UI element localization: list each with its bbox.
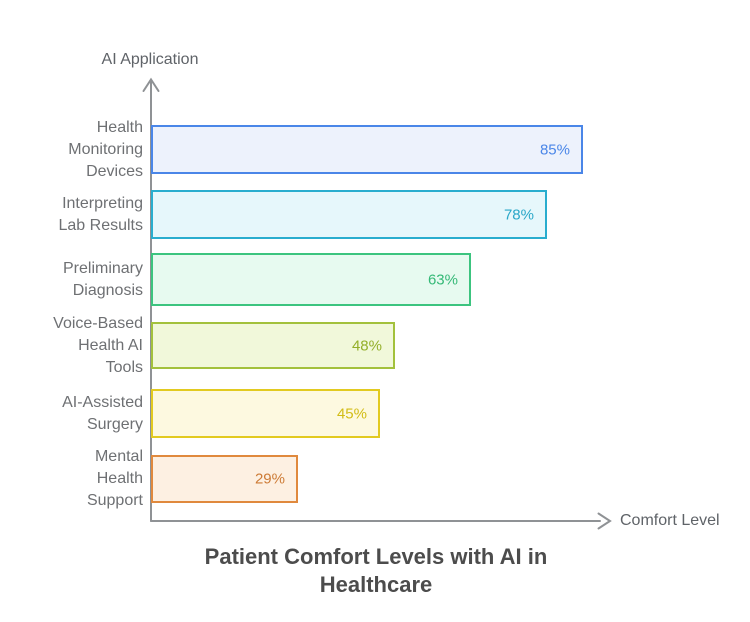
bar-row: Interpreting Lab Results 78% bbox=[0, 190, 750, 239]
bar[interactable]: 48% bbox=[151, 322, 395, 369]
bar[interactable]: 85% bbox=[151, 125, 583, 174]
bar[interactable]: 45% bbox=[151, 389, 380, 438]
bar-category-label: Mental Health Support bbox=[86, 448, 143, 509]
bar-value-label: 29% bbox=[254, 470, 285, 488]
bar-row: AI-Assisted Surgery 45% bbox=[0, 389, 750, 438]
bar-value-label: 63% bbox=[427, 271, 458, 288]
bar[interactable]: 63% bbox=[151, 253, 471, 306]
bar-value-label: 78% bbox=[503, 206, 534, 223]
bar-category-label: Health Monitoring Devices bbox=[68, 118, 143, 180]
bar-value-label: 45% bbox=[336, 405, 367, 422]
chart-title: Patient Comfort Levels with AI in Health… bbox=[204, 544, 548, 597]
x-axis-arrow-icon bbox=[597, 512, 612, 530]
y-axis-arrow-icon bbox=[142, 77, 160, 92]
bar-category-label: Interpreting Lab Results bbox=[58, 194, 144, 234]
bar-category-label: Preliminary Diagnosis bbox=[62, 259, 143, 299]
bar-category-label: AI-Assisted Surgery bbox=[62, 393, 143, 433]
bar-value-label: 48% bbox=[351, 337, 382, 354]
x-axis-title: Comfort Level bbox=[620, 512, 720, 529]
bar-row: Mental Health Support 29% bbox=[0, 448, 750, 509]
bar[interactable]: 29% bbox=[151, 455, 298, 503]
bar-category-label: Voice-Based Health AI Tools bbox=[53, 314, 143, 376]
bar-value-label: 85% bbox=[539, 141, 570, 158]
bar-row: Preliminary Diagnosis 63% bbox=[0, 253, 750, 306]
bar[interactable]: 78% bbox=[151, 190, 547, 239]
y-axis-title: AI Application bbox=[101, 51, 199, 68]
bar-row: Voice-Based Health AI Tools 48% bbox=[0, 315, 750, 376]
bar-row: Health Monitoring Devices 85% bbox=[0, 119, 750, 180]
